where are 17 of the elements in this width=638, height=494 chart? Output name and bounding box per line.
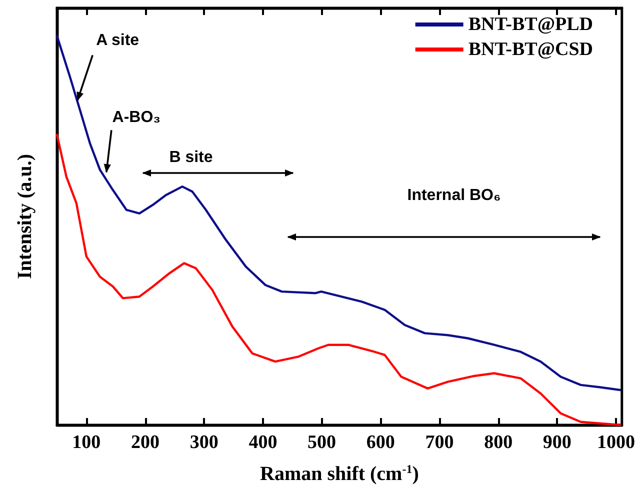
annotation: A site <box>96 32 140 49</box>
x-tick-label: 600 <box>366 432 395 453</box>
annotation: B site <box>169 148 213 166</box>
x-tick-label: 100 <box>72 432 101 453</box>
y-axis-title: Intensity (a.u.) <box>14 154 36 280</box>
legend-label: BNT-BT@PLD <box>468 14 593 35</box>
x-tick-label: 500 <box>308 432 336 453</box>
x-tick-label: 900 <box>542 432 572 453</box>
x-tick-label: 1000 <box>597 432 635 453</box>
x-tick-label: 400 <box>248 432 278 453</box>
x-tick-label: 800 <box>484 432 513 453</box>
legend-label: BNT-BT@CSD <box>468 39 594 60</box>
annotation: Internal BO₆ <box>407 186 501 204</box>
x-tick-label: 200 <box>131 432 160 453</box>
annotation: A-BO₃ <box>112 108 161 126</box>
x-tick-label: 700 <box>425 432 454 453</box>
x-tick-label: 300 <box>190 432 218 453</box>
